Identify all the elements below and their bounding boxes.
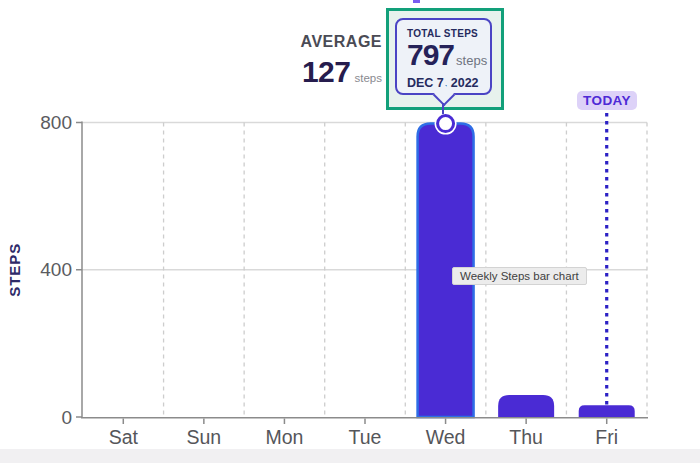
x-label-mon: Mon (265, 426, 303, 448)
y-tick-label-800: 800 (40, 112, 72, 133)
bar-thu[interactable] (498, 395, 554, 417)
top-scroll-remnant (413, 0, 420, 3)
average-block: AVERAGE 127 steps (301, 33, 382, 89)
chart-hover-tooltip: Weekly Steps bar chart (452, 267, 587, 285)
x-label-wed: Wed (426, 426, 466, 448)
average-value: 127 (302, 55, 351, 88)
x-label-sun: Sun (187, 426, 222, 448)
weekly-steps-chart: 0 400 800 Sat Sun Mon Tue Wed Thu Fri STEPS AVERAG… (0, 0, 700, 463)
tooltip-unit: steps (456, 53, 487, 68)
y-tick-label-400: 400 (40, 259, 72, 280)
page-background-strip (0, 449, 700, 463)
selected-point-marker[interactable] (438, 116, 454, 132)
x-label-fri: Fri (595, 426, 618, 448)
tooltip-pointer-line (442, 103, 444, 114)
selected-point-tooltip: TOTAL STEPS 797steps DEC 7, 2022 (386, 8, 504, 110)
x-label-thu: Thu (509, 426, 543, 448)
today-badge: TODAY (577, 91, 637, 110)
tooltip-value: 797 (407, 38, 454, 71)
x-label-tue: Tue (349, 426, 382, 448)
x-label-sat: Sat (109, 426, 139, 448)
y-tick-label-0: 0 (61, 407, 72, 428)
average-unit: steps (355, 72, 383, 84)
average-label: AVERAGE (301, 33, 382, 51)
y-axis-title: STEPS (6, 243, 23, 297)
bar-fri[interactable] (579, 405, 635, 417)
